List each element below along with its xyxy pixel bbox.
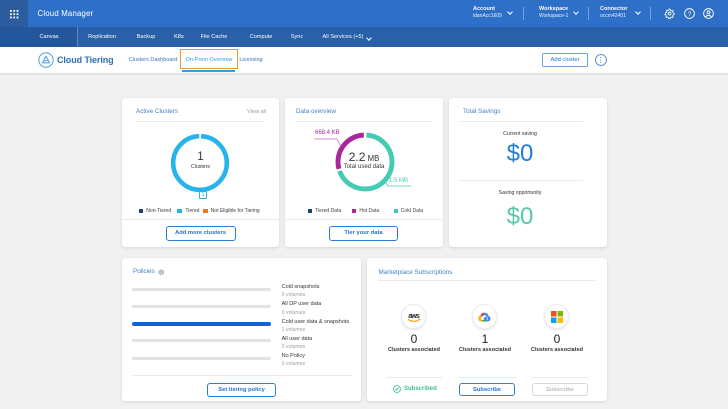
svg-text:aws: aws	[408, 313, 420, 320]
svg-text:i: i	[161, 269, 163, 274]
svg-text:?: ?	[687, 10, 691, 17]
